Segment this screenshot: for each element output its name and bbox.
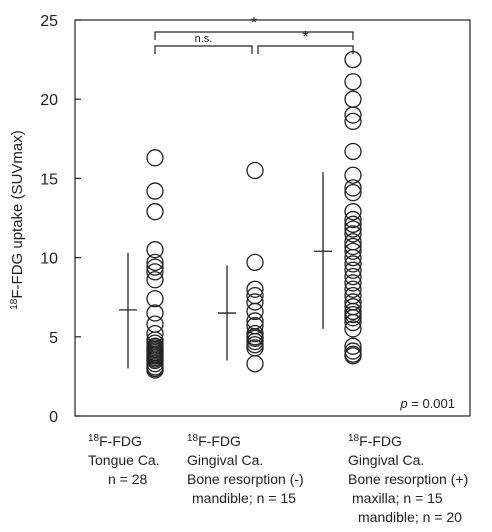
point-g2-3 — [344, 106, 362, 124]
y-axis-label-text: F-FDG uptake (SUVmax) — [9, 130, 26, 298]
point-g2-18 — [344, 255, 362, 273]
point-g2-20 — [344, 267, 362, 286]
point-g0-6 — [146, 263, 164, 281]
point-g2-34 — [344, 347, 362, 365]
point-g2-17 — [344, 248, 362, 267]
x-label-g1-1: Gingival Ca. — [187, 452, 263, 468]
point-g2-13 — [344, 225, 362, 243]
point-g2-7 — [344, 179, 362, 197]
point-g0-9 — [146, 304, 164, 322]
point-g1-12 — [246, 355, 264, 373]
x-label-g1-3: mandible; n = 15 — [192, 490, 296, 506]
y-tick-label-4: 20 — [40, 92, 58, 109]
point-g0-1 — [146, 182, 164, 200]
y-tick-label-0: 0 — [49, 409, 58, 426]
point-g0-10 — [146, 315, 164, 333]
p-value: p = 0.001 — [399, 396, 455, 411]
x-label-g2-1: Gingival Ca. — [348, 452, 424, 468]
point-g2-12 — [344, 220, 362, 238]
point-g0-27 — [146, 350, 164, 368]
x-label-g0-0: 18F-FDG — [88, 433, 142, 449]
point-g0-4 — [146, 253, 164, 272]
y-axis-label: 18F-FDG uptake (SUVmax) — [9, 130, 26, 310]
point-g0-23 — [146, 361, 164, 379]
bracket-2 — [154, 31, 354, 40]
bracket-label-0: n.s. — [195, 33, 213, 45]
plot-frame — [74, 19, 471, 417]
y-tick-label-5: 25 — [40, 13, 58, 30]
x-label-g0-1: Tongue Ca. — [88, 452, 160, 468]
point-g0-3 — [146, 241, 164, 259]
point-g2-1 — [344, 73, 362, 91]
point-g1-6 — [246, 312, 264, 330]
y-tick-label-1: 5 — [49, 330, 58, 347]
point-g2-10 — [344, 210, 362, 229]
y-axis: 0 5 10 15 20 25 — [40, 13, 81, 426]
p-value-symbol: p — [399, 396, 407, 411]
point-g2-15 — [344, 237, 362, 256]
point-g2-30 — [344, 320, 362, 338]
y-tick-label-2: 10 — [40, 251, 58, 268]
point-g0-0 — [146, 149, 164, 167]
point-g2-19 — [344, 261, 362, 279]
significance-brackets: n.s. * * — [154, 15, 354, 54]
bracket-label-1: * — [302, 29, 308, 46]
x-label-g0-2: n = 28 — [108, 471, 148, 487]
point-g1-0 — [246, 161, 264, 180]
point-g0-8 — [146, 290, 164, 308]
x-label-g2-0: 18F-FDG — [348, 433, 402, 449]
x-label-g2-4: mandible; n = 20 — [358, 509, 462, 525]
point-g0-2 — [146, 203, 164, 221]
point-g2-11 — [344, 215, 362, 233]
x-label-g2-2: Bone resorption (+) — [348, 471, 468, 487]
point-g2-9 — [344, 203, 362, 221]
point-g2-29 — [344, 313, 362, 332]
point-g2-16 — [344, 242, 362, 260]
x-label-g1-0: 18F-FDG — [187, 433, 241, 449]
point-g2-21 — [344, 274, 362, 292]
point-g2-32 — [344, 342, 362, 360]
point-g1-5 — [246, 302, 264, 321]
point-g1-14 — [246, 329, 264, 348]
point-g2-22 — [344, 280, 362, 298]
y-tick-label-3: 15 — [40, 171, 58, 188]
bracket-0 — [154, 45, 253, 54]
point-g2-5 — [344, 142, 362, 161]
bracket-label-2: * — [251, 15, 257, 32]
point-g2-31 — [344, 337, 362, 355]
point-g1-4 — [246, 293, 264, 311]
point-g1-2 — [246, 280, 264, 298]
data-points — [146, 50, 362, 379]
point-g2-6 — [344, 166, 362, 184]
point-g1-13 — [246, 324, 264, 343]
point-g1-1 — [246, 253, 264, 272]
point-g2-4 — [344, 112, 362, 131]
point-g0-26 — [146, 339, 164, 357]
sd-bars — [119, 172, 332, 369]
point-g2-8 — [344, 184, 362, 202]
x-label-g2-3: maxilla; n = 15 — [352, 490, 443, 506]
y-axis-label-superscript: 18 — [9, 298, 20, 310]
bracket-1 — [257, 45, 354, 54]
point-g0-5 — [146, 258, 164, 276]
x-axis-labels: 18F-FDG Tongue Ca. n = 28 18F-FDG Gingival C… — [88, 433, 468, 525]
point-g2-2 — [344, 90, 362, 108]
point-g0-7 — [146, 271, 164, 289]
p-value-text: = 0.001 — [408, 396, 455, 411]
point-g2-28 — [344, 309, 362, 327]
x-label-g1-2: Bone resorption (-) — [187, 471, 304, 487]
